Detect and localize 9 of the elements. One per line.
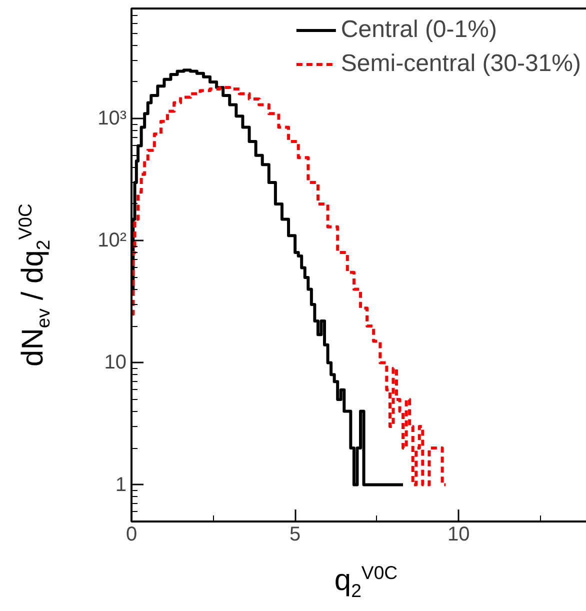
- y-tick-label: 1: [115, 474, 126, 496]
- y-tick-label: 10: [104, 352, 127, 374]
- y-tick-label: 10³: [98, 108, 127, 130]
- x-tick-label: 10: [448, 524, 470, 546]
- legend-label: Central (0-1%): [340, 16, 497, 44]
- legend-label: Semi-central (30-31%): [340, 50, 581, 78]
- y-tick-label: 10²: [98, 230, 127, 252]
- x-tick-label: 0: [126, 524, 138, 546]
- x-tick-label: 5: [290, 524, 301, 546]
